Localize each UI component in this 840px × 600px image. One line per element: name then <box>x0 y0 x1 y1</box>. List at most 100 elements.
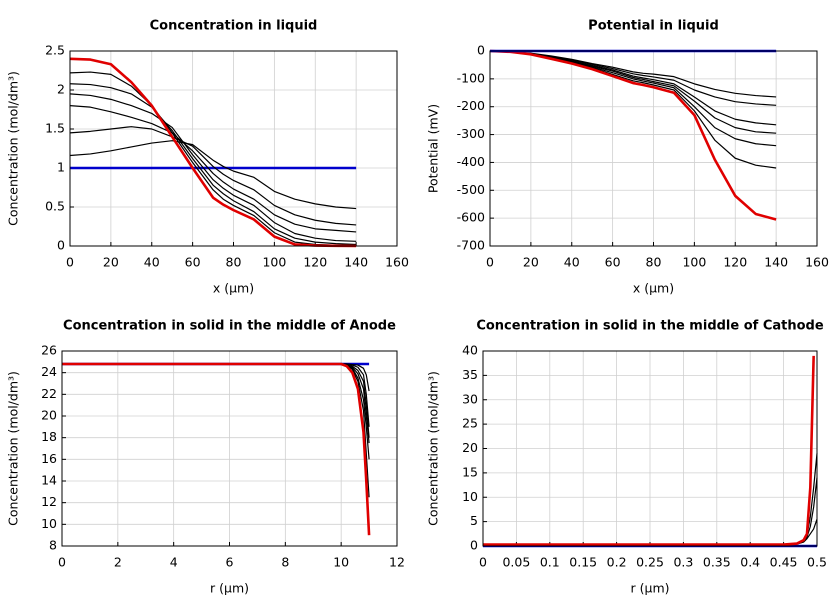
x-tick-label: 100 <box>682 255 706 270</box>
x-tick-label: 6 <box>226 555 234 570</box>
y-tick-label: -500 <box>457 182 485 197</box>
x-tick-label: 0.5 <box>807 555 827 570</box>
y-tick-label: 24 <box>41 364 57 379</box>
y-tick-label: 5 <box>470 513 478 528</box>
y-tick-label: 0 <box>470 538 478 553</box>
x-tick-label: 4 <box>170 555 178 570</box>
series-line <box>69 57 357 248</box>
chart-title: Concentration in solid in the middle of … <box>63 319 396 334</box>
x-tick-label: 0.35 <box>703 555 731 570</box>
plot-frame <box>489 50 818 247</box>
series-line <box>62 363 370 460</box>
x-tick-label: 0.3 <box>673 555 693 570</box>
x-axis-label: x (µm) <box>633 281 674 296</box>
series-line <box>62 363 370 427</box>
x-tick-label: 140 <box>764 255 788 270</box>
series-line <box>489 50 777 134</box>
chart: Concentration in solid in the middle of … <box>426 319 827 596</box>
y-axis-label: Concentration (mol/dm³) <box>426 371 441 526</box>
x-tick-label: 12 <box>389 555 405 570</box>
x-tick-label: 160 <box>385 255 409 270</box>
y-tick-label: 30 <box>462 391 478 406</box>
chart: Concentration in solid in the middle of … <box>6 319 405 596</box>
y-tick-label: 1 <box>57 160 65 175</box>
x-axis-label: r (µm) <box>210 581 249 596</box>
y-tick-label: -400 <box>457 154 485 169</box>
y-tick-label: -600 <box>457 210 485 225</box>
x-tick-label: 10 <box>333 555 349 570</box>
x-tick-label: 8 <box>281 555 289 570</box>
x-tick-label: 0.25 <box>636 555 664 570</box>
x-tick-label: 0.1 <box>540 555 560 570</box>
x-tick-label: 0.2 <box>607 555 627 570</box>
series-line <box>483 355 815 546</box>
series-line <box>69 93 357 242</box>
y-tick-label: 16 <box>41 451 57 466</box>
y-tick-label: 20 <box>462 440 478 455</box>
x-tick-label: 0.4 <box>740 555 760 570</box>
y-tick-label: 12 <box>41 494 57 509</box>
x-tick-label: 0.15 <box>569 555 597 570</box>
series-line <box>489 50 777 169</box>
series-line <box>69 140 357 210</box>
x-tick-label: 0.45 <box>770 555 798 570</box>
y-tick-label: -100 <box>457 70 485 85</box>
x-tick-label: 20 <box>103 255 119 270</box>
y-tick-label: -700 <box>457 238 485 253</box>
x-tick-label: 0 <box>479 555 487 570</box>
series-line <box>69 126 357 226</box>
x-tick-label: 0 <box>66 255 74 270</box>
x-tick-label: 80 <box>226 255 242 270</box>
x-tick-label: 120 <box>303 255 327 270</box>
y-tick-label: 0 <box>57 238 65 253</box>
series-line <box>489 50 777 147</box>
series-line <box>62 363 370 498</box>
x-tick-label: 160 <box>805 255 829 270</box>
x-tick-label: 40 <box>564 255 580 270</box>
x-tick-label: 2 <box>114 555 122 570</box>
y-tick-label: 18 <box>41 429 57 444</box>
chart-title: Concentration in solid in the middle of … <box>476 319 824 334</box>
plot-frame <box>69 50 398 247</box>
y-tick-label: 25 <box>462 416 478 431</box>
chart-title: Concentration in liquid <box>150 19 318 34</box>
y-tick-label: 1.5 <box>45 121 65 136</box>
x-tick-label: 40 <box>144 255 160 270</box>
series-line <box>62 363 370 392</box>
x-axis-label: x (µm) <box>213 281 254 296</box>
x-tick-label: 0 <box>58 555 66 570</box>
series-line <box>62 362 371 536</box>
y-axis-label: Potential (mV) <box>426 104 441 193</box>
x-tick-label: 0.05 <box>502 555 530 570</box>
x-tick-label: 0 <box>486 255 494 270</box>
y-tick-label: 2 <box>57 82 65 97</box>
y-tick-label: 0 <box>477 43 485 58</box>
y-tick-label: 0.5 <box>45 199 65 214</box>
x-tick-label: 60 <box>185 255 201 270</box>
x-tick-label: 60 <box>605 255 621 270</box>
y-tick-label: 10 <box>41 516 57 531</box>
series-line <box>62 363 370 444</box>
y-tick-label: -300 <box>457 126 485 141</box>
x-tick-label: 140 <box>344 255 368 270</box>
y-tick-label: 40 <box>462 343 478 358</box>
series-line <box>62 363 370 438</box>
chart: Concentration in liquid x (µm) Concentrati… <box>6 19 409 296</box>
x-tick-label: 100 <box>262 255 286 270</box>
y-axis-label: Concentration (mol/dm³) <box>6 371 21 526</box>
y-tick-label: 35 <box>462 367 478 382</box>
y-axis-label: Concentration (mol/dm³) <box>6 71 21 226</box>
series-line <box>489 50 777 106</box>
series-line <box>69 71 357 246</box>
chart-title: Potential in liquid <box>588 19 719 34</box>
y-tick-label: 10 <box>462 489 478 504</box>
x-tick-label: 120 <box>723 255 747 270</box>
series-line <box>69 105 357 233</box>
chart: Potential in liquid x (µm) Potential (mV) 0… <box>426 19 829 296</box>
x-tick-label: 80 <box>646 255 662 270</box>
x-axis-label: r (µm) <box>631 581 670 596</box>
y-tick-label: 8 <box>49 538 57 553</box>
series-line <box>69 83 357 246</box>
series-line <box>489 49 777 221</box>
